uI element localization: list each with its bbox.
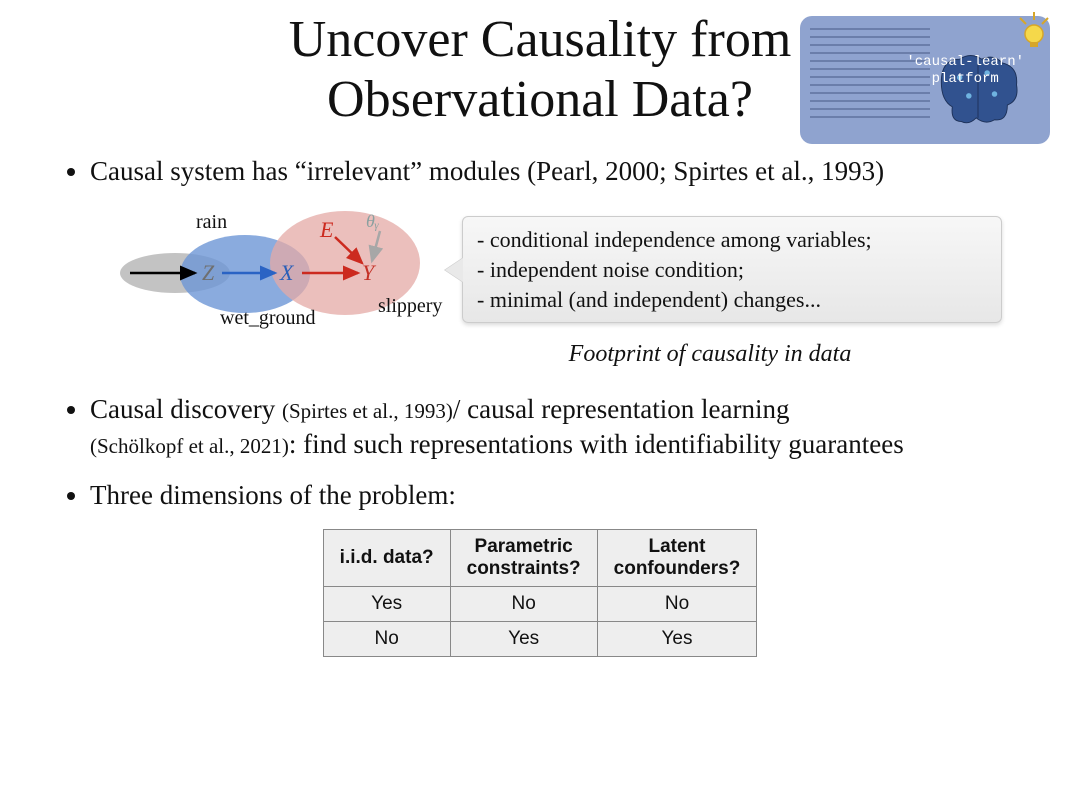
table-header-row: i.i.d. data? Parametricconstraints? Late…: [323, 529, 757, 586]
label-rain: rain: [196, 211, 227, 234]
bullet-discovery: Causal discovery (Spirtes et al., 1993)/…: [90, 392, 1030, 462]
callout-tail: [445, 258, 463, 282]
node-y: Y: [362, 260, 374, 286]
callout-line3: - minimal (and independent) changes...: [477, 285, 987, 315]
callout-line1: - conditional independence among variabl…: [477, 225, 987, 255]
node-theta: θᵧ: [366, 211, 379, 232]
node-e: E: [320, 217, 333, 243]
col-latent: Latentconfounders?: [597, 529, 757, 586]
bullet-dimensions: Three dimensions of the problem:: [90, 478, 1030, 513]
footprint-caption: Footprint of causality in data: [390, 341, 1030, 368]
causal-diagram: Z X Y E θᵧ rain wet_ground slippery: [110, 205, 450, 335]
col-parametric: Parametricconstraints?: [450, 529, 597, 586]
dimensions-table: i.i.d. data? Parametricconstraints? Late…: [323, 529, 758, 657]
causal-learn-logo: 'causal-learn' platform: [800, 16, 1050, 144]
diagram-row: Z X Y E θᵧ rain wet_ground slippery - co…: [110, 205, 1030, 335]
table-row: Yes No No: [323, 586, 757, 621]
label-slippery: slippery: [378, 295, 442, 318]
label-wet-ground: wet_ground: [220, 307, 316, 330]
logo-label: 'causal-learn' platform: [906, 54, 1024, 88]
callout-box: - conditional independence among variabl…: [462, 216, 1002, 323]
slide: 'causal-learn' platform Uncover Causalit…: [0, 0, 1080, 811]
col-iid: i.i.d. data?: [323, 529, 450, 586]
node-z: Z: [202, 260, 214, 286]
callout-line2: - independent noise condition;: [477, 255, 987, 285]
bullet-modules: Causal system has “irrelevant” modules (…: [90, 154, 1030, 189]
table-row: No Yes Yes: [323, 621, 757, 656]
node-x: X: [280, 260, 293, 286]
lightbulb-icon: [1014, 10, 1054, 50]
